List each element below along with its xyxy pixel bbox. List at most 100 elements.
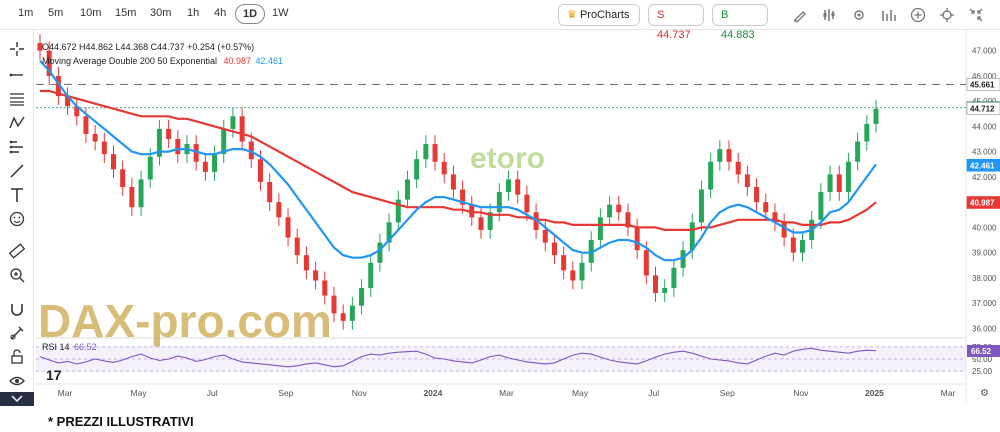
rsi-legend: RSI 14 66.52: [42, 342, 97, 352]
crosshair-tool-icon[interactable]: [8, 40, 26, 58]
candle-body: [285, 217, 291, 238]
collapse-toolbar-button[interactable]: [0, 392, 34, 406]
timeframe-30m[interactable]: 30m: [150, 7, 172, 19]
candle-body: [616, 204, 622, 213]
candle-body: [92, 133, 98, 142]
price-tick-label: 36.000: [972, 324, 997, 333]
price-axis-label: 45.661: [970, 80, 995, 89]
candle-body: [368, 262, 374, 289]
procharts-button[interactable]: ♛ ProCharts: [558, 4, 640, 26]
candle-body: [65, 96, 71, 107]
candle-body: [450, 174, 456, 190]
candle-body: [643, 250, 649, 276]
fib-tool-icon[interactable]: [8, 90, 26, 108]
zoom-icon[interactable]: [8, 266, 26, 284]
candle-body: [313, 270, 319, 281]
timeframe-10m[interactable]: 10m: [80, 7, 102, 19]
candle-body: [340, 313, 346, 321]
add-icon[interactable]: [909, 6, 927, 24]
ma-legend: Moving Average Double 200 50 Exponential…: [42, 56, 283, 66]
candle-body: [423, 144, 429, 160]
candle-body: [83, 116, 89, 134]
candle-body: [395, 199, 401, 223]
procharts-label: ProCharts: [579, 9, 630, 21]
timeframe-1m[interactable]: 1m: [18, 7, 34, 19]
ma-label: Moving Average Double 200 50 Exponential: [42, 56, 217, 66]
candle-body: [359, 288, 365, 306]
sell-button[interactable]: S 44.737: [648, 4, 704, 41]
candle-body: [772, 212, 778, 223]
candle-body: [671, 267, 677, 289]
indicators-icon[interactable]: [820, 6, 838, 24]
etoro-watermark: etoro: [470, 142, 545, 175]
measure-tool-icon[interactable]: [8, 138, 26, 156]
price-chart[interactable]: 47.00046.00045.00044.00043.00042.00041.0…: [0, 30, 1000, 402]
time-tick-label: Jul: [207, 388, 218, 398]
buy-button[interactable]: B 44.883: [712, 4, 768, 41]
time-tick-label: May: [131, 388, 148, 398]
chart-area[interactable]: 47.00046.00045.00044.00043.00042.00041.0…: [0, 30, 1000, 402]
candle-body: [469, 204, 475, 218]
candle-body: [166, 128, 172, 140]
price-tick-label: 39.000: [972, 249, 997, 258]
gear-icon[interactable]: [850, 6, 868, 24]
emoji-tool-icon[interactable]: [8, 210, 26, 228]
ma200-value: 40.987: [223, 56, 252, 66]
price-tick-label: 38.000: [972, 274, 997, 283]
candle-body: [230, 116, 236, 129]
timeframe-4h[interactable]: 4h: [214, 7, 227, 19]
candle-body: [460, 189, 466, 205]
candle-body: [120, 169, 126, 187]
ohlc-values: O44.672 H44.862 L44.368 C44.737 +0.254 (…: [42, 42, 255, 52]
timeframe-1d[interactable]: 1D: [235, 4, 266, 24]
text-tool-icon[interactable]: [8, 186, 26, 204]
time-tick-label: Mar: [58, 388, 73, 398]
compare-icon[interactable]: [880, 6, 898, 24]
candle-body: [634, 227, 640, 251]
candle-body: [561, 255, 567, 271]
candle-body: [818, 192, 824, 220]
candle-body: [873, 108, 879, 124]
price-tick-label: 47.000: [972, 47, 997, 56]
candle-body: [175, 139, 181, 155]
candle-body: [239, 116, 245, 142]
price-axis-label: 42.461: [970, 161, 995, 170]
candle-body: [744, 174, 750, 187]
line-tool-icon[interactable]: [8, 66, 26, 84]
disclaimer-text: * PREZZI ILLUSTRATIVI: [48, 414, 194, 429]
crosshair-icon[interactable]: [938, 6, 956, 24]
candle-body: [836, 174, 842, 193]
candle-body: [763, 202, 769, 213]
timeframe-15m[interactable]: 15m: [115, 7, 137, 19]
timeframe-1w[interactable]: 1W: [272, 7, 289, 19]
timeframe-5m[interactable]: 5m: [48, 7, 64, 19]
candle-body: [212, 154, 218, 172]
candle-body: [202, 161, 208, 172]
candle-body: [432, 144, 438, 162]
ma200-line: [40, 89, 877, 231]
candle-body: [138, 179, 144, 208]
eye-icon[interactable]: [8, 372, 26, 390]
candle-body: [726, 149, 732, 162]
rsi-value: 66.52: [74, 342, 97, 352]
price-tick-label: 44.000: [972, 122, 997, 131]
time-tick-label: Mar: [941, 388, 956, 398]
lock-drawing-icon[interactable]: [8, 324, 26, 342]
brush-tool-icon[interactable]: [8, 162, 26, 180]
candle-body: [46, 50, 52, 76]
pattern-tool-icon[interactable]: [8, 114, 26, 132]
candle-body: [607, 204, 613, 218]
timeframe-1h[interactable]: 1h: [187, 7, 200, 19]
collapse-icon[interactable]: [967, 6, 985, 24]
candle-body: [55, 75, 61, 97]
candle-body: [496, 192, 502, 213]
pencil-icon[interactable]: [791, 6, 809, 24]
time-tick-label: 2025: [865, 388, 884, 398]
lock-icon[interactable]: [8, 348, 26, 366]
magnet-icon[interactable]: [8, 300, 26, 318]
time-tick-label: Mar: [499, 388, 514, 398]
ma50-line: [39, 59, 877, 262]
candle-body: [37, 43, 43, 51]
candle-body: [506, 179, 512, 193]
ruler-icon[interactable]: [8, 242, 26, 260]
